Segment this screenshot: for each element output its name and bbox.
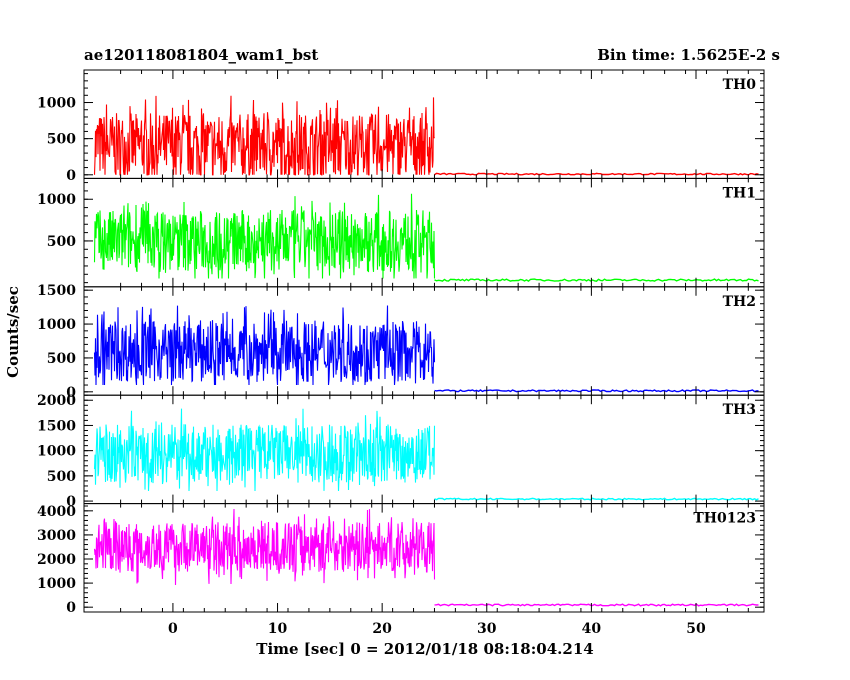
chart-title: ae120118081804_wam1_bst	[84, 46, 318, 64]
y-tick-label: 1000	[37, 192, 76, 208]
y-tick-label: 1000	[37, 576, 76, 592]
panel-th3: 0 500 1000 1500 2000 TH3	[37, 393, 765, 510]
y-tick-label: 2000	[37, 393, 76, 409]
y-tick-label: 4000	[37, 504, 76, 520]
x-axis-label: Time [sec] 0 = 2012/01/18 08:18:04.214	[256, 640, 593, 658]
y-tick-label: 1500	[37, 418, 76, 434]
series-th2-segment-2	[434, 389, 759, 393]
x-tick-label: 0	[168, 621, 178, 637]
y-tick-label: 0	[66, 494, 76, 510]
series-th3-segment-2	[434, 497, 759, 501]
panel-label: TH0	[723, 77, 757, 93]
y-axis-label: Counts/sec	[4, 286, 22, 378]
series-th0123-segment-2	[434, 603, 759, 607]
panel-th2: 0 500 1000 1500 TH2	[37, 283, 765, 401]
x-tick-label: 20	[372, 621, 392, 637]
panel-th1: 500 1000 TH1	[37, 177, 765, 288]
panel-frame	[83, 503, 765, 613]
y-tick-label: 1000	[37, 317, 76, 333]
y-tick-label: 1000	[37, 96, 76, 112]
y-tick-label: 1000	[37, 444, 76, 460]
panel-th0123: 0 1000 2000 3000 4000 TH0123	[37, 503, 765, 616]
panel-label: TH2	[723, 294, 756, 310]
y-tick-label: 500	[47, 351, 76, 367]
panel-label: TH0123	[693, 511, 756, 527]
y-tick-label: 2000	[37, 552, 76, 568]
y-tick-label: 0	[66, 385, 76, 401]
panel-label: TH3	[723, 402, 756, 418]
x-tick-label: 40	[582, 621, 602, 637]
series-th0123-segment-1	[93, 508, 436, 586]
x-tick-label: 10	[268, 621, 288, 637]
series-th1-segment-1	[93, 193, 436, 279]
panel-th0: 0 500 1000 TH0	[37, 69, 765, 184]
panel-label: TH1	[723, 185, 756, 201]
x-tick-label: 50	[686, 621, 706, 637]
y-tick-label: 500	[47, 132, 76, 148]
y-tick-label: 0	[66, 600, 76, 616]
y-tick-label: 500	[47, 469, 76, 485]
y-tick-label: 3000	[37, 528, 76, 544]
series-th0-segment-2	[434, 172, 759, 176]
series-th0-segment-1	[93, 95, 435, 176]
bin-time-label: Bin time: 1.5625E-2 s	[597, 46, 780, 64]
series-th2-segment-1	[93, 305, 436, 386]
series-th3-segment-1	[93, 408, 436, 492]
series-th1-segment-2	[434, 278, 759, 282]
x-tick-label: 30	[477, 621, 497, 637]
y-tick-label: 0	[66, 168, 76, 184]
y-tick-label: 1500	[37, 283, 76, 299]
y-tick-label: 500	[47, 234, 76, 250]
